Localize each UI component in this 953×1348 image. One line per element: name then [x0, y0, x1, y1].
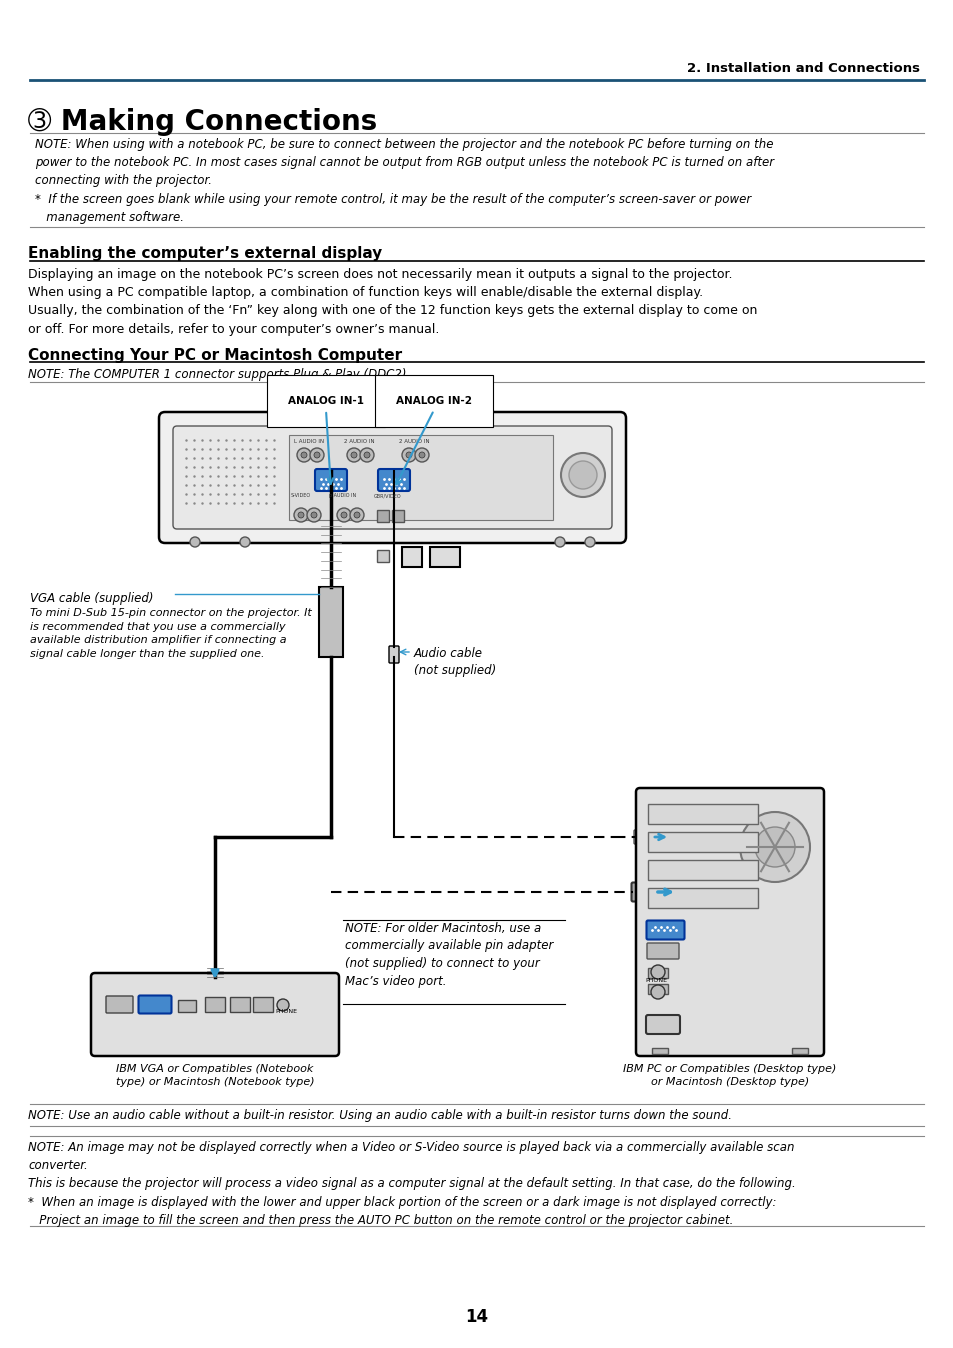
Circle shape: [415, 448, 429, 462]
Circle shape: [555, 537, 564, 547]
Text: Audio cable
(not supplied): Audio cable (not supplied): [414, 647, 496, 677]
Bar: [377, 550, 389, 562]
Text: NOTE: When using with a notebook PC, be sure to connect between the projector an: NOTE: When using with a notebook PC, be …: [35, 137, 773, 224]
Bar: [392, 510, 403, 522]
FancyBboxPatch shape: [138, 996, 172, 1014]
Text: S-VIDEO: S-VIDEO: [291, 493, 311, 497]
Circle shape: [310, 448, 324, 462]
Text: ANALOG IN-2: ANALOG IN-2: [395, 396, 472, 406]
Text: NOTE: For older Macintosh, use a
commercially available pin adapter
(not supplie: NOTE: For older Macintosh, use a commerc…: [345, 922, 553, 988]
Bar: [230, 998, 250, 1012]
Circle shape: [240, 537, 250, 547]
Text: 14: 14: [465, 1308, 488, 1326]
Bar: [647, 968, 667, 979]
Text: VGA cable (supplied): VGA cable (supplied): [30, 592, 153, 605]
Circle shape: [276, 999, 289, 1011]
Circle shape: [650, 985, 664, 999]
Circle shape: [401, 448, 416, 462]
Bar: [647, 888, 758, 909]
FancyBboxPatch shape: [172, 426, 612, 528]
Text: Connecting Your PC or Macintosh Computer: Connecting Your PC or Macintosh Computer: [28, 348, 402, 363]
Bar: [205, 977, 225, 989]
Text: Displaying an image on the notebook PC’s screen does not necessarily mean it out: Displaying an image on the notebook PC’s…: [28, 268, 757, 336]
FancyBboxPatch shape: [634, 830, 650, 844]
Bar: [178, 1000, 195, 1012]
Text: ANALOG IN-1: ANALOG IN-1: [288, 396, 364, 406]
FancyBboxPatch shape: [314, 469, 347, 491]
Text: GBR/VIDEO: GBR/VIDEO: [374, 493, 401, 497]
Bar: [402, 547, 422, 568]
Bar: [647, 984, 667, 993]
FancyBboxPatch shape: [389, 646, 398, 663]
Circle shape: [650, 965, 664, 979]
Circle shape: [418, 452, 424, 458]
Text: NOTE: An image may not be displayed correctly when a Video or S-Video source is : NOTE: An image may not be displayed corr…: [28, 1140, 795, 1227]
Bar: [791, 1047, 807, 1054]
FancyBboxPatch shape: [159, 412, 625, 543]
Text: IBM VGA or Compatibles (Notebook
type) or Macintosh (Notebook type): IBM VGA or Compatibles (Notebook type) o…: [115, 1064, 314, 1088]
FancyBboxPatch shape: [91, 973, 338, 1055]
Text: IBM PC or Compatibles (Desktop type)
or Macintosh (Desktop type): IBM PC or Compatibles (Desktop type) or …: [622, 1064, 836, 1088]
Circle shape: [294, 508, 308, 522]
Bar: [647, 860, 758, 880]
Text: PHONE: PHONE: [644, 979, 666, 983]
Bar: [289, 435, 553, 520]
Circle shape: [406, 452, 412, 458]
Text: p AUDIO IN: p AUDIO IN: [329, 493, 355, 497]
Bar: [253, 998, 273, 1012]
Circle shape: [754, 828, 794, 867]
Circle shape: [740, 811, 809, 882]
Circle shape: [301, 452, 307, 458]
Circle shape: [568, 461, 597, 489]
Text: 2 AUDIO IN: 2 AUDIO IN: [344, 439, 375, 443]
Text: 2 AUDIO IN: 2 AUDIO IN: [398, 439, 429, 443]
Circle shape: [350, 508, 364, 522]
Text: ➂ Making Connections: ➂ Making Connections: [28, 108, 376, 136]
Text: L AUDIO IN: L AUDIO IN: [294, 439, 324, 443]
Circle shape: [307, 508, 320, 522]
Circle shape: [297, 512, 304, 518]
Bar: [430, 547, 460, 568]
Circle shape: [347, 448, 360, 462]
Text: NOTE: The COMPUTER 1 connector supports Plug & Play (DDC2).: NOTE: The COMPUTER 1 connector supports …: [28, 368, 410, 381]
Circle shape: [296, 448, 311, 462]
Bar: [647, 832, 758, 852]
Text: Enabling the computer’s external display: Enabling the computer’s external display: [28, 245, 382, 262]
Circle shape: [190, 537, 200, 547]
Circle shape: [584, 537, 595, 547]
Circle shape: [340, 512, 347, 518]
FancyBboxPatch shape: [106, 996, 132, 1012]
Text: NOTE: Use an audio cable without a built-in resistor. Using an audio cable with : NOTE: Use an audio cable without a built…: [28, 1109, 731, 1122]
Text: PHONE: PHONE: [274, 1010, 296, 1014]
FancyBboxPatch shape: [646, 921, 684, 940]
Circle shape: [336, 508, 351, 522]
Bar: [318, 586, 343, 656]
Bar: [205, 998, 225, 1012]
FancyBboxPatch shape: [636, 789, 823, 1055]
Bar: [651, 1047, 667, 1054]
FancyBboxPatch shape: [646, 944, 679, 958]
FancyBboxPatch shape: [645, 1015, 679, 1034]
FancyBboxPatch shape: [631, 883, 654, 902]
Bar: [647, 803, 758, 824]
Circle shape: [236, 977, 249, 989]
Circle shape: [364, 452, 370, 458]
Circle shape: [560, 453, 604, 497]
Bar: [376, 510, 389, 522]
Text: To mini D-Sub 15-pin connector on the projector. It
is recommended that you use : To mini D-Sub 15-pin connector on the pr…: [30, 608, 312, 659]
Circle shape: [359, 448, 374, 462]
Circle shape: [311, 512, 316, 518]
Circle shape: [314, 452, 319, 458]
Text: 2. Installation and Connections: 2. Installation and Connections: [686, 62, 919, 75]
Circle shape: [351, 452, 356, 458]
FancyBboxPatch shape: [377, 469, 410, 491]
Circle shape: [354, 512, 359, 518]
